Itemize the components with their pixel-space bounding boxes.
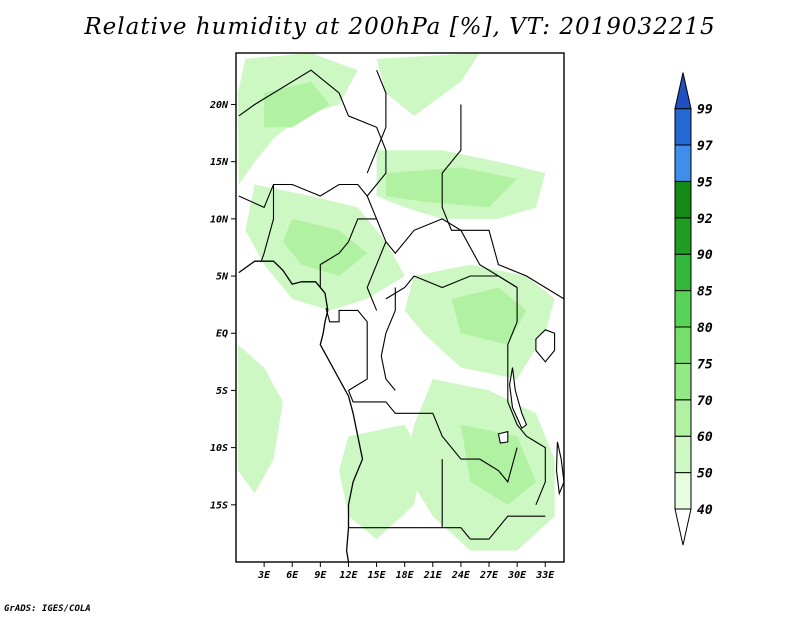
lon-tick-label: 12E [339, 570, 358, 581]
country-border [385, 275, 518, 300]
country-border [385, 218, 518, 288]
country-border [325, 307, 368, 391]
colorbar-swatch [674, 435, 692, 474]
humidity-area [385, 167, 518, 208]
country-border [366, 69, 387, 174]
humidity-area [376, 53, 480, 116]
colorbar-level-label: 50 [697, 467, 713, 482]
lake-outline [509, 367, 528, 430]
colorbar: 40 50 60 70 75 80 85 90 92 95 97 99 [674, 72, 713, 546]
lat-tick-label: 10N [210, 214, 229, 225]
country-border [470, 515, 546, 540]
lon-tick-label: 6E [286, 570, 299, 581]
colorbar-level-label: 99 [697, 103, 713, 118]
colorbar-swatch [674, 290, 692, 328]
latitude-ticks: 20N 15N 10N 5N EQ 5S 10S 15S [209, 100, 236, 511]
lon-tick-label: 21E [423, 570, 443, 581]
grads-credit: GrADS: IGES/COLA [4, 604, 91, 614]
humidity-area [451, 287, 527, 345]
colorbar-swatch [674, 472, 692, 510]
map-title: Relative humidity at 200hPa [%], VT: 201… [84, 14, 716, 40]
country-border [380, 287, 396, 391]
colorbar-swatch [674, 180, 692, 219]
colorbar-swatch [674, 362, 692, 401]
colorbar-level-label: 90 [697, 248, 713, 263]
colorbar-above-arrow [674, 72, 692, 110]
colorbar-level-label: 70 [697, 394, 713, 409]
country-border [348, 527, 471, 540]
lon-tick-label: 3E [257, 570, 271, 581]
humidity-fill-layer [237, 53, 555, 551]
colorbar-level-label: 85 [697, 285, 713, 300]
map-frame [235, 52, 565, 563]
colorbar-level-label: 60 [697, 430, 713, 445]
humidity-area [460, 424, 536, 505]
colorbar-level-label: 97 [697, 139, 713, 154]
lat-tick-label: 20N [209, 100, 229, 111]
colorbar-swatch [674, 217, 692, 255]
colorbar-level-label: 92 [697, 212, 713, 227]
country-border [319, 218, 387, 311]
lat-tick-label: 15S [210, 500, 228, 511]
lon-tick-label: 27E [479, 570, 499, 581]
humidity-area [282, 218, 368, 276]
lat-tick-label: EQ [216, 329, 228, 340]
lake-outline [497, 430, 509, 444]
country-border [238, 69, 387, 220]
humidity-area [264, 81, 330, 128]
lon-tick-label: 15E [368, 570, 387, 581]
colorbar-swatch [674, 326, 692, 364]
lat-tick-label: 5S [216, 386, 228, 397]
colorbar-level-label: 80 [697, 321, 713, 336]
humidity-area [237, 344, 283, 494]
country-border [238, 183, 368, 209]
lake-outline [555, 441, 564, 496]
lon-tick-label: 24E [451, 570, 471, 581]
humidity-area [339, 424, 424, 540]
colorbar-level-label: 75 [697, 357, 713, 372]
lon-tick-label: 30E [507, 570, 527, 581]
lat-tick-label: 10S [210, 443, 228, 454]
lat-tick-label: 15N [210, 157, 229, 168]
country-borders [238, 69, 564, 562]
lon-tick-label: 33E [535, 570, 555, 581]
country-border [441, 104, 564, 300]
country-border [507, 287, 546, 506]
longitude-ticks: 3E 6E 9E 12E 15E 18E 21E 24E 27E 30E 33E [257, 562, 555, 581]
lon-tick-label: 18E [396, 570, 415, 581]
colorbar-below-arrow [674, 508, 692, 546]
coastline [238, 260, 364, 562]
colorbar-swatch [674, 253, 692, 292]
country-border [260, 184, 275, 262]
colorbar-swatch [674, 144, 692, 182]
lon-tick-label: 9E [314, 570, 327, 581]
colorbar-level-label: 95 [697, 175, 713, 190]
lat-tick-label: 5N [216, 272, 229, 283]
colorbar-level-label: 40 [697, 503, 713, 518]
colorbar-swatch [674, 399, 692, 437]
colorbar-swatch [674, 108, 692, 146]
lake-outline [535, 329, 556, 363]
country-border [347, 390, 518, 484]
